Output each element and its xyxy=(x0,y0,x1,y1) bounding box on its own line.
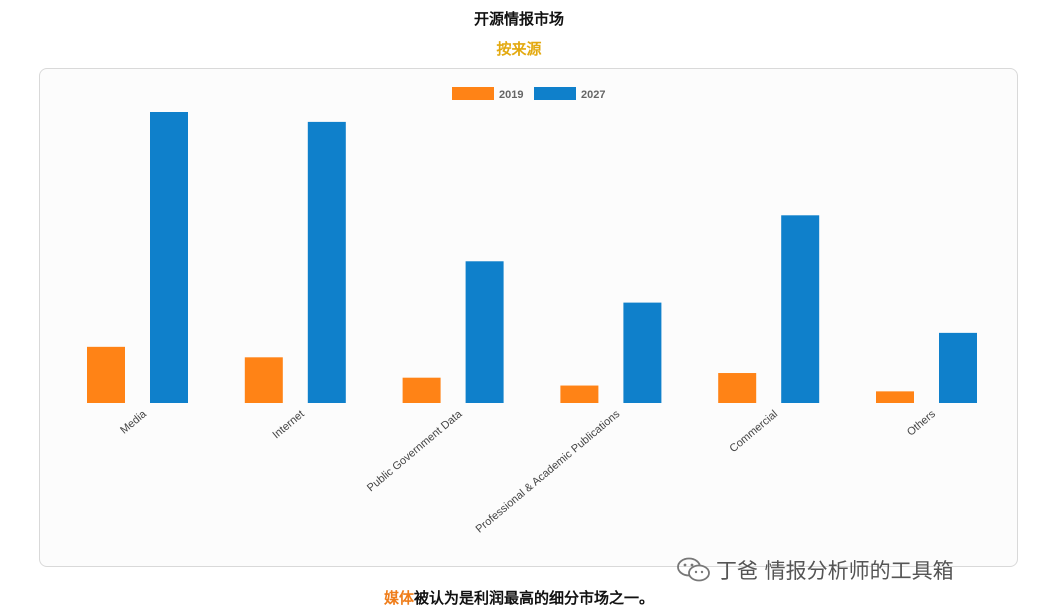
page-subtitle: 按来源 xyxy=(496,40,542,58)
legend-label-2027: 2027 xyxy=(581,89,605,101)
caption: 媒体被认为是利润最高的细分市场之一。 xyxy=(0,587,1038,608)
wechat-icon xyxy=(677,557,710,582)
bar-2027-1 xyxy=(307,121,346,404)
x-tick-label: Commercial xyxy=(727,408,780,455)
chart-legend: 2019 2027 xyxy=(452,87,605,101)
x-tick-label: Public Government Data xyxy=(365,408,465,495)
bar-2027-2 xyxy=(465,261,504,403)
bar-2027-4 xyxy=(781,215,820,403)
watermark-text: 丁爸 情报分析师的工具箱 xyxy=(716,559,954,583)
x-tick-label: Professional & Academic Publications xyxy=(474,408,623,536)
x-tick-label: Others xyxy=(905,408,938,439)
caption-highlight: 媒体 xyxy=(383,589,414,607)
bar-2027-3 xyxy=(623,302,662,403)
bar-2019-0 xyxy=(87,346,125,403)
bar-2019-4 xyxy=(718,373,757,403)
bar-2019-3 xyxy=(560,385,599,403)
legend-swatch-2019 xyxy=(452,87,494,100)
watermark: 丁爸 情报分析师的工具箱 xyxy=(676,554,954,586)
x-tick-label: Internet xyxy=(270,408,306,441)
legend-swatch-2027 xyxy=(534,87,576,100)
bar-2019-1 xyxy=(244,357,283,403)
caption-text: 被认为是利润最高的细分市场之一。 xyxy=(414,589,655,607)
bar-chart: 2019 2027 Media Internet Public Government … xyxy=(87,87,977,536)
bar-2027-5 xyxy=(939,332,977,403)
legend-label-2019: 2019 xyxy=(499,89,523,101)
bar-2019-2 xyxy=(402,377,441,403)
x-axis-ticks: Media Internet Public Government Data Profe… xyxy=(118,408,938,536)
chart-bars xyxy=(87,112,977,404)
page-title: 开源情报市场 xyxy=(473,10,564,28)
x-tick-label: Media xyxy=(118,408,149,437)
chart-card: 2019 2027 Media Internet Public Government … xyxy=(39,68,1018,567)
bar-2019-5 xyxy=(876,391,914,403)
bar-2027-0 xyxy=(150,112,188,403)
